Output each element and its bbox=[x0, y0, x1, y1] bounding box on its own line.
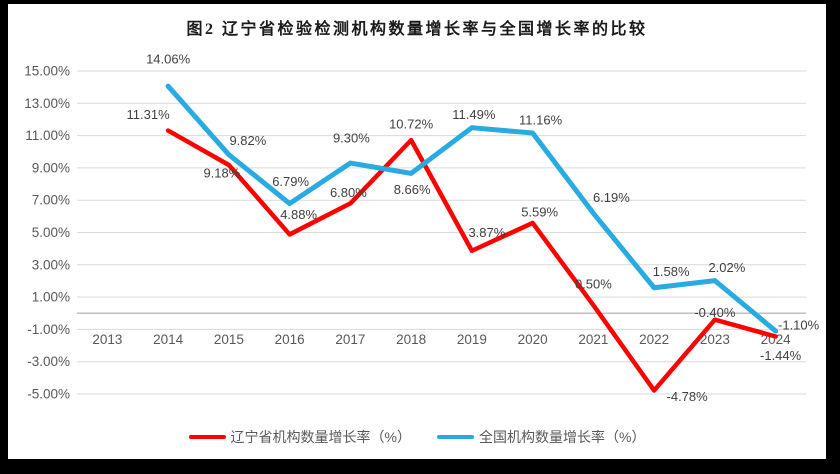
data-label: -0.40% bbox=[694, 305, 736, 320]
data-label: 6.79% bbox=[272, 174, 309, 189]
y-tick-label: 5.00% bbox=[32, 225, 70, 240]
y-tick-label: -3.00% bbox=[27, 354, 70, 369]
x-tick-label: 2014 bbox=[153, 332, 184, 347]
data-label: 2.02% bbox=[708, 260, 745, 275]
data-label: 11.31% bbox=[127, 107, 171, 122]
x-tick-label: 2015 bbox=[214, 332, 244, 347]
legend-line-swatch-national bbox=[437, 434, 474, 440]
legend-label-liaoning: 辽宁省机构数量增长率（%） bbox=[230, 429, 411, 445]
data-label: 8.66% bbox=[394, 182, 431, 197]
data-label: 11.49% bbox=[452, 107, 496, 122]
data-label: 6.80% bbox=[330, 185, 367, 200]
y-tick-label: 11.00% bbox=[25, 128, 70, 143]
chart-canvas: 图2 辽宁省检验检测机构数量增长率与全国增长率的比较 15.00% 13.00% 1… bbox=[8, 4, 826, 459]
y-tick-label: 7.00% bbox=[32, 193, 70, 208]
data-label: 6.19% bbox=[593, 190, 630, 205]
legend-label-national: 全国机构数量增长率（%） bbox=[479, 429, 646, 445]
legend-line-swatch-liaoning bbox=[188, 434, 226, 440]
y-tick-label: 9.00% bbox=[32, 160, 70, 175]
x-tick-label: 2017 bbox=[335, 332, 365, 347]
data-label: -4.78% bbox=[667, 389, 709, 404]
x-tick-label: 2013 bbox=[92, 332, 122, 347]
y-tick-label: 15.00% bbox=[24, 64, 70, 79]
data-label: 3.87% bbox=[468, 225, 505, 240]
series-line-national bbox=[165, 83, 779, 334]
data-label: 9.82% bbox=[229, 133, 266, 148]
y-tick-label: 1.00% bbox=[32, 290, 70, 305]
y-tick-label: -5.00% bbox=[27, 387, 70, 402]
x-tick-label: 2016 bbox=[275, 332, 305, 347]
x-tick-label: 2019 bbox=[457, 332, 487, 347]
data-label: 14.06% bbox=[146, 52, 191, 67]
legend-item-liaoning: 辽宁省机构数量增长率（%） bbox=[188, 427, 411, 447]
chart-title: 图2 辽宁省检验检测机构数量增长率与全国增长率的比较 bbox=[186, 21, 648, 38]
x-tick-label: 2023 bbox=[700, 332, 730, 347]
x-tick-label: 2022 bbox=[639, 332, 669, 347]
data-label: 0.50% bbox=[575, 277, 612, 292]
line-chart: 15.00% 13.00% 11.00% 9.00% 7.00% 5.00% 3.00% 1.… bbox=[24, 52, 820, 404]
data-label: 11.16% bbox=[519, 113, 563, 128]
chart-legend: 辽宁省机构数量增长率（%） 全国机构数量增长率（%） bbox=[8, 427, 826, 447]
y-tick-label: 13.00% bbox=[24, 96, 70, 111]
data-label: 5.59% bbox=[521, 204, 558, 219]
x-tick-label: 2020 bbox=[518, 332, 548, 347]
data-label: 10.72% bbox=[389, 117, 434, 132]
legend-item-national: 全国机构数量增长率（%） bbox=[437, 427, 645, 447]
data-label: -1.44% bbox=[760, 348, 802, 363]
data-label: 4.88% bbox=[280, 207, 317, 222]
series-line-liaoning bbox=[165, 128, 778, 393]
data-label: 9.18% bbox=[203, 165, 240, 180]
y-tick-label: 3.00% bbox=[32, 257, 70, 272]
data-label: 9.30% bbox=[333, 131, 370, 146]
data-label: -1.10% bbox=[778, 318, 820, 333]
data-label: 1.58% bbox=[653, 264, 690, 279]
x-tick-label: 2021 bbox=[578, 332, 608, 347]
y-tick-label: -1.00% bbox=[27, 322, 70, 337]
x-tick-label: 2018 bbox=[396, 332, 426, 347]
